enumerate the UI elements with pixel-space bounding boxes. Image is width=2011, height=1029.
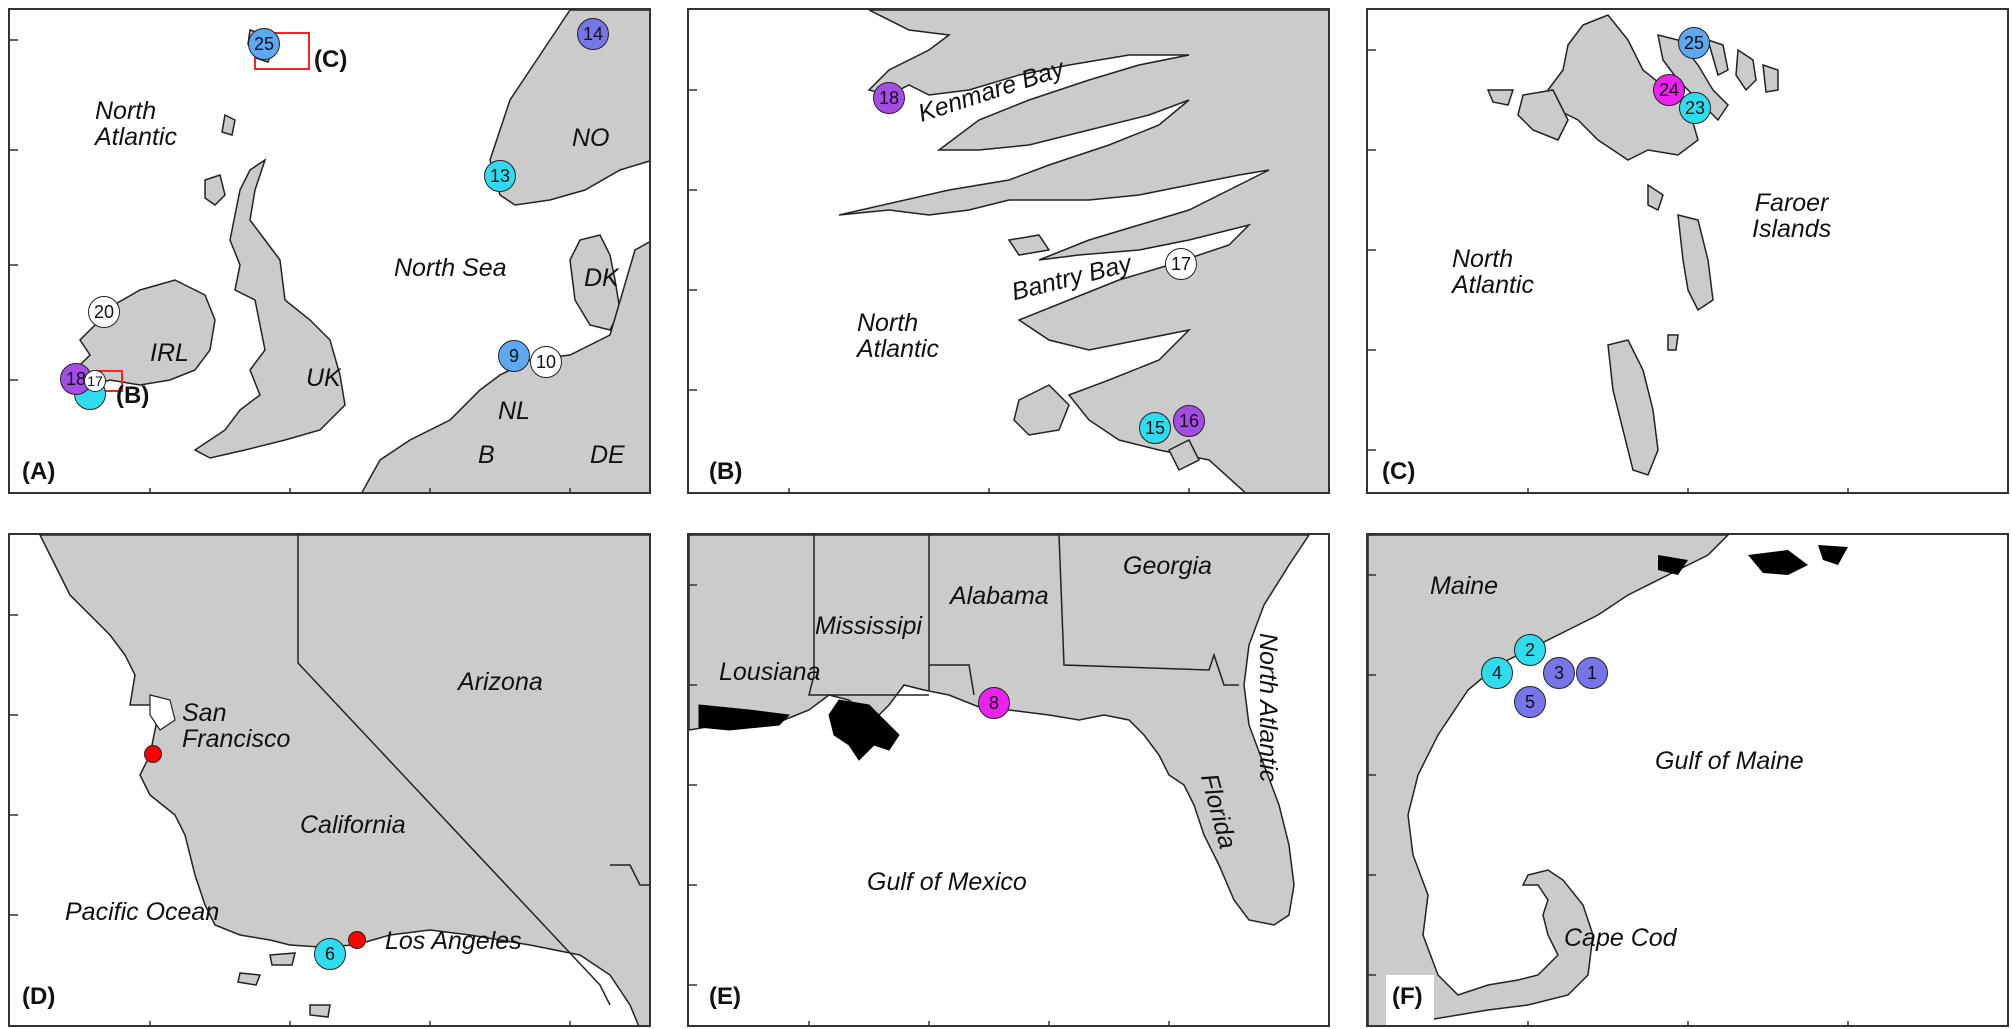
label-california: California [300, 811, 406, 839]
label-uk: UK [306, 364, 341, 392]
label-north-atlantic: North Atlantic [95, 97, 177, 152]
panel-a-landmass [10, 10, 649, 492]
panel-d-label: (D) [22, 983, 56, 1010]
label-gulf-of-maine: Gulf of Maine [1655, 747, 1804, 775]
label-inset-c: (C) [314, 46, 348, 73]
label-los-angeles: Los Angeles [385, 927, 522, 955]
marker-25[interactable]: 25 [1678, 27, 1710, 59]
city-dot-los-angeles[interactable] [348, 931, 366, 949]
marker-2[interactable]: 2 [1514, 634, 1546, 666]
label-north-atlantic: North Atlantic [857, 309, 939, 364]
city-dot-san-francisco[interactable] [144, 745, 162, 763]
label-mississipi: Mississipi [815, 612, 922, 640]
panel-c-faroe-map: Faroer Islands North Atlantic 25 24 23 (… [1366, 8, 2009, 494]
marker-17[interactable]: 17 [84, 370, 106, 392]
label-alabama: Alabama [950, 582, 1049, 610]
label-de: DE [590, 441, 625, 469]
panel-d-california-map: San Francisco Arizona California Pacific… [8, 533, 651, 1027]
marker-14[interactable]: 14 [577, 18, 609, 50]
label-north-atlantic: North Atlantic [1452, 245, 1534, 300]
label-no: NO [572, 124, 610, 152]
label-inset-b: (B) [116, 382, 150, 409]
marker-18[interactable]: 18 [873, 82, 905, 114]
label-pacific-ocean: Pacific Ocean [65, 898, 220, 926]
marker-4[interactable]: 4 [1481, 657, 1513, 689]
label-north-sea: North Sea [394, 254, 507, 282]
label-san-francisco: San Francisco [182, 699, 291, 754]
panel-f-gulf-of-maine-map: Maine Gulf of Maine Cape Cod 2 4 3 1 5 (… [1366, 533, 2009, 1027]
marker-9[interactable]: 9 [498, 340, 530, 372]
label-georgia: Georgia [1123, 552, 1212, 580]
marker-6[interactable]: 6 [314, 938, 346, 970]
panel-b-kenmare-bantry-map: Kenmare Bay Bantry Bay North Atlantic 18… [687, 8, 1330, 494]
panel-e-gulf-of-mexico-map: Georgia Alabama Mississipi Lousiana Nort… [687, 533, 1330, 1027]
panel-b-label: (B) [709, 458, 743, 485]
label-maine: Maine [1430, 572, 1499, 600]
panel-f-landmass [1368, 535, 1849, 1025]
label-lousiana: Lousiana [719, 658, 821, 686]
panel-e-label: (E) [709, 983, 741, 1010]
panel-a-north-sea-map: North Atlantic North Sea NO DK IRL UK NL… [8, 8, 651, 494]
marker-10[interactable]: 10 [530, 346, 562, 378]
marker-13[interactable]: 13 [484, 160, 516, 192]
marker-25[interactable]: 25 [248, 28, 280, 60]
label-north-atlantic: North Atlantic [1254, 633, 1282, 783]
marker-3[interactable]: 3 [1543, 657, 1575, 689]
label-cape-cod: Cape Cod [1564, 924, 1677, 952]
panel-a-label: (A) [22, 458, 56, 485]
panel-f-label: (F) [1392, 983, 1423, 1010]
label-gulf-of-mexico: Gulf of Mexico [867, 868, 1027, 896]
label-irl: IRL [150, 339, 189, 367]
panel-d-landmass [10, 535, 649, 1025]
marker-16[interactable]: 16 [1173, 405, 1205, 437]
panel-c-label: (C) [1382, 458, 1416, 485]
label-arizona: Arizona [458, 668, 543, 696]
label-b: B [478, 441, 495, 469]
label-dk: DK [584, 264, 619, 292]
marker-5[interactable]: 5 [1514, 686, 1546, 718]
marker-15[interactable]: 15 [1139, 412, 1171, 444]
panel-e-landmass [689, 535, 1310, 1025]
panel-b-landmass [689, 10, 1328, 492]
marker-17[interactable]: 17 [1165, 248, 1197, 280]
panel-c-landmass [1368, 14, 1849, 492]
marker-23[interactable]: 23 [1679, 92, 1711, 124]
marker-8[interactable]: 8 [978, 687, 1010, 719]
label-faroer-islands: Faroer Islands [1752, 189, 1832, 244]
label-nl: NL [498, 397, 530, 425]
marker-20[interactable]: 20 [88, 296, 120, 328]
marker-1[interactable]: 1 [1576, 657, 1608, 689]
